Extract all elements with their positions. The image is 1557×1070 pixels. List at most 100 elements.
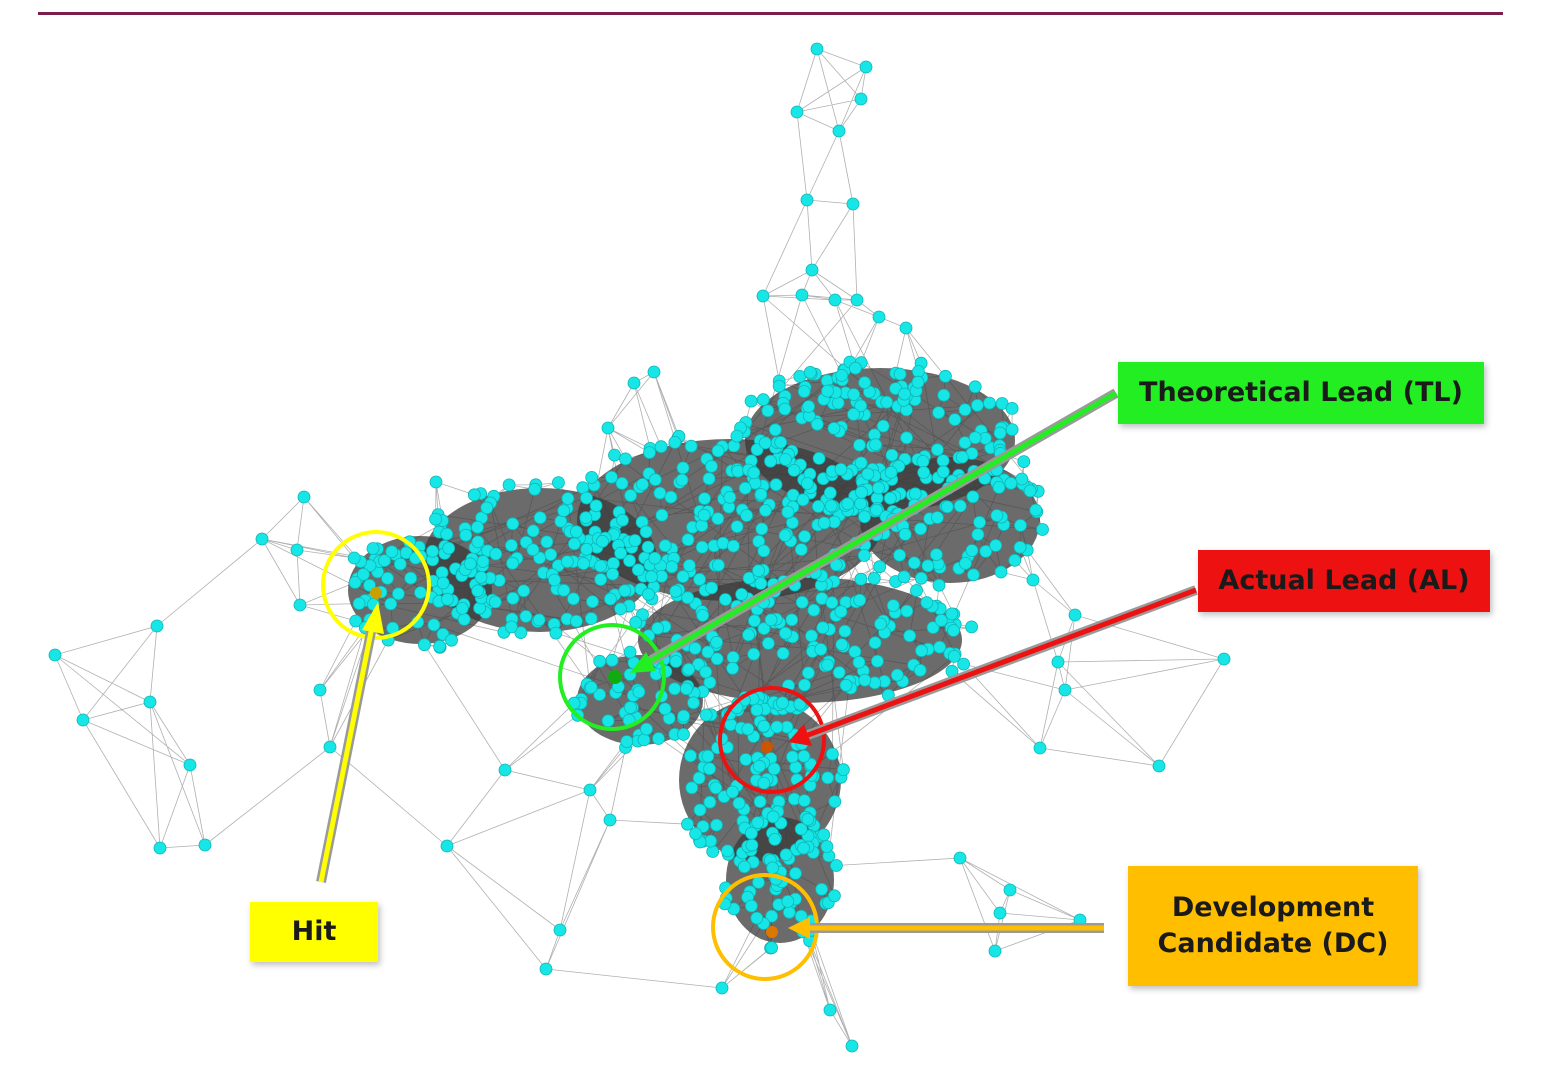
node-icon [577, 557, 590, 570]
node-icon [754, 577, 768, 590]
node-icon [839, 678, 853, 692]
node-icon [1017, 455, 1031, 469]
node-icon [414, 586, 427, 599]
node-icon [821, 658, 834, 672]
node-icon [624, 701, 637, 714]
node-icon [687, 696, 700, 710]
node-icon [824, 499, 838, 513]
node-icon [544, 548, 558, 561]
node-icon [782, 905, 796, 919]
node-icon [682, 662, 696, 676]
node-icon [794, 543, 808, 556]
node-icon [768, 423, 782, 437]
node-icon [745, 826, 758, 840]
node-icon [384, 597, 398, 611]
node-icon [685, 781, 699, 795]
node-icon [692, 771, 706, 785]
node-icon [313, 683, 327, 697]
node-icon [568, 537, 581, 551]
node-icon [648, 551, 662, 565]
node-icon [488, 595, 502, 609]
node-icon [150, 619, 164, 633]
node-icon [755, 522, 769, 536]
node-icon [900, 431, 913, 445]
node-icon [768, 833, 782, 846]
node-icon [930, 548, 943, 561]
dc-arrow-icon [788, 917, 1104, 939]
node-icon [639, 525, 653, 539]
node-icon [381, 571, 394, 585]
node-icon [920, 596, 934, 609]
node-icon [680, 682, 693, 696]
node-icon [830, 859, 843, 872]
node-icon [876, 419, 890, 433]
node-icon [933, 640, 947, 654]
node-icon [552, 476, 565, 490]
node-icon [632, 685, 646, 699]
node-icon [356, 568, 370, 581]
node-icon [993, 426, 1007, 440]
node-icon [514, 626, 528, 639]
node-icon [855, 485, 868, 499]
node-icon [557, 583, 571, 597]
hit-arrow-icon [316, 602, 384, 883]
node-icon [858, 673, 872, 687]
node-icon [1217, 652, 1231, 666]
node-icon [993, 906, 1007, 920]
node-icon [815, 882, 829, 896]
node-icon [910, 584, 923, 597]
node-icon [596, 534, 609, 548]
node-icon [787, 463, 801, 477]
node-icon [677, 728, 690, 741]
node-icon [561, 492, 575, 505]
node-icon [584, 612, 598, 625]
node-icon [723, 490, 737, 504]
node-icon [853, 438, 866, 452]
node-icon [751, 816, 765, 829]
node-icon [698, 492, 711, 506]
node-icon [870, 503, 883, 517]
node-icon [474, 570, 488, 584]
node-icon [750, 703, 764, 717]
node-icon [594, 573, 608, 586]
node-icon [794, 822, 808, 836]
node-icon [705, 581, 718, 595]
node-icon [936, 465, 950, 479]
node-icon [1013, 540, 1027, 554]
node-icon [440, 527, 454, 541]
node-icon [471, 535, 485, 549]
tl-marker-node [608, 670, 622, 684]
node-icon [476, 555, 490, 568]
node-icon [583, 783, 597, 797]
node-icon [854, 399, 868, 413]
node-icon [764, 613, 778, 627]
node-icon [965, 544, 979, 557]
node-icon [738, 481, 752, 495]
node-icon [812, 451, 826, 465]
node-icon [903, 629, 917, 643]
node-icon [688, 641, 702, 655]
node-icon [641, 540, 655, 554]
node-icon [770, 720, 784, 734]
node-icon [506, 556, 519, 570]
node-icon [939, 369, 952, 383]
node-icon [820, 840, 834, 853]
node-icon [854, 572, 868, 586]
node-icon [726, 785, 739, 799]
node-icon [1026, 573, 1040, 587]
node-icon [750, 911, 764, 925]
node-icon [593, 688, 606, 701]
node-icon [580, 542, 593, 556]
node-icon [548, 573, 561, 587]
node-icon [669, 655, 683, 668]
node-icon [628, 534, 642, 547]
node-icon [810, 417, 824, 431]
tl-arrow-icon [630, 388, 1119, 673]
top-rule [38, 12, 1503, 15]
node-icon [898, 387, 911, 401]
node-icon [810, 42, 824, 56]
node-icon [931, 511, 944, 524]
node-icon [570, 614, 583, 628]
node-icon [348, 576, 362, 589]
node-icon [553, 923, 567, 937]
